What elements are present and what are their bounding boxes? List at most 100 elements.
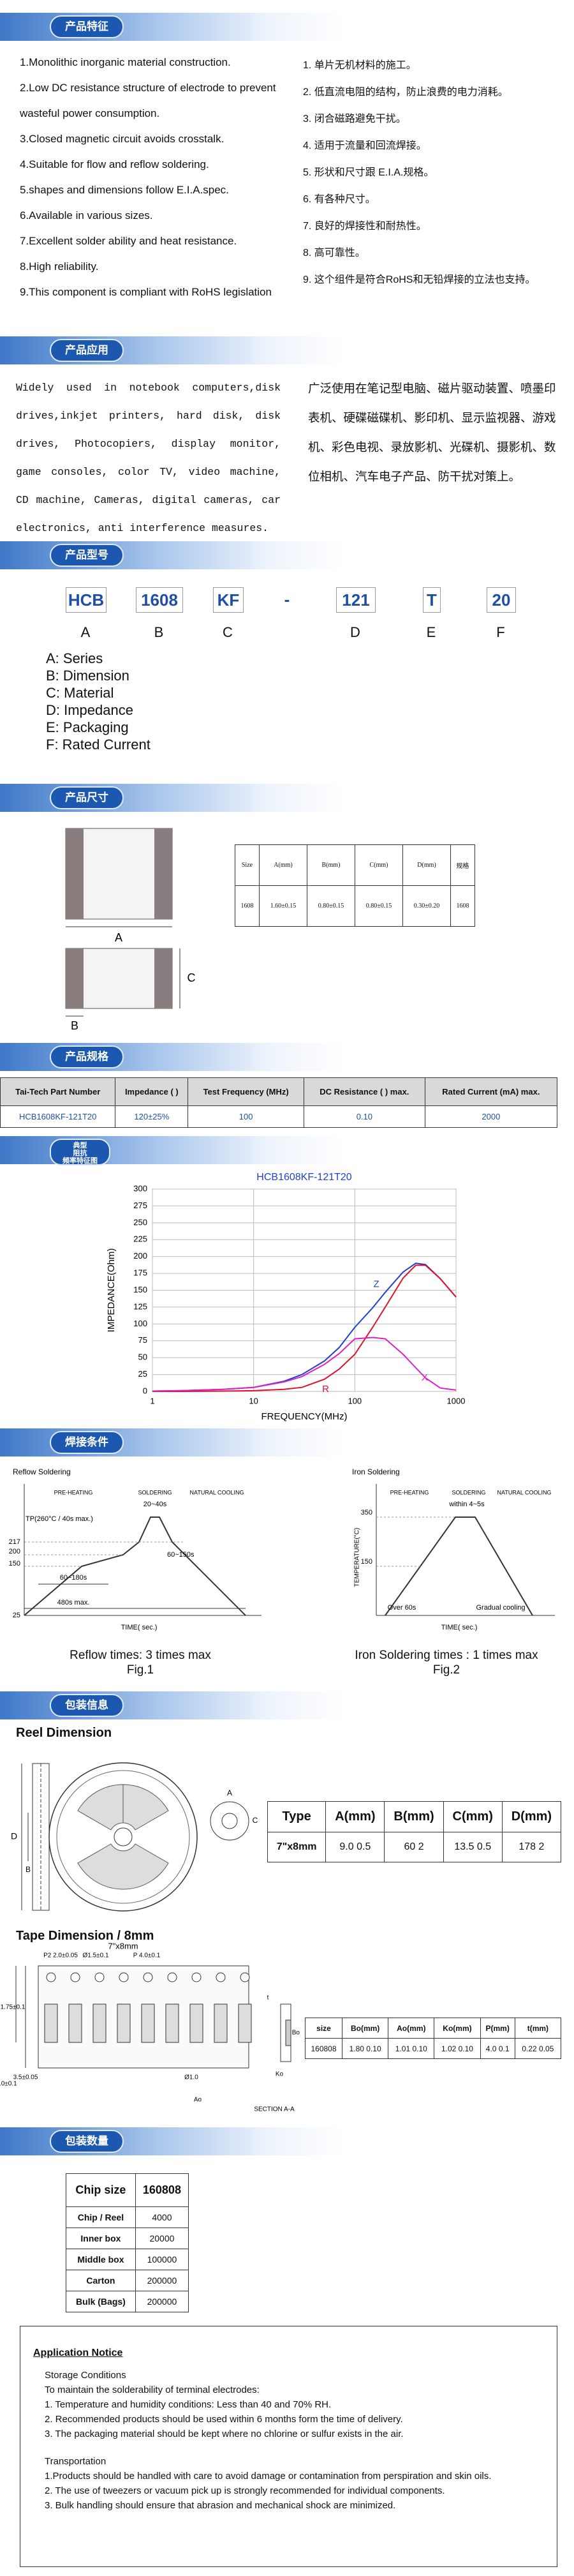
series-label: R xyxy=(322,1384,329,1395)
header-cell: A(mm) xyxy=(325,1801,385,1832)
notice-heading: Storage Conditions xyxy=(45,2370,126,2381)
section-tab: 产品应用 xyxy=(50,339,124,362)
tape-drawing: P2 2.0±0.05 Ø1.5±0.1 P 4.0±0.1 1.75±0.1 3.5±… xyxy=(0,1952,300,2113)
dimension-label: C xyxy=(188,971,196,984)
table-row: Middle box 100000 xyxy=(66,2249,189,2270)
model-part: 121 xyxy=(336,587,376,613)
header-cell: Ko(mm) xyxy=(434,2018,481,2039)
x-axis-label: FREQUENCY(MHz) xyxy=(261,1411,348,1422)
model-letter: D xyxy=(350,624,360,640)
reel-window xyxy=(77,1784,124,1831)
legend-item: D: Impedance xyxy=(46,702,133,718)
section-tab: 焊接条件 xyxy=(50,1431,124,1454)
tab-line: 典型 xyxy=(73,1142,87,1149)
table-cell: 178 2 xyxy=(501,1832,562,1862)
y-tick-label: 200 xyxy=(133,1251,147,1261)
reel-label: C xyxy=(253,1816,258,1825)
dimension-label: A xyxy=(115,931,122,944)
model-part: 20 xyxy=(487,587,516,613)
feature-item: 5. 形状和尺寸跟 E.I.A.规格。 xyxy=(303,167,434,178)
pocket xyxy=(214,2003,228,2043)
temp-label: 150 xyxy=(9,1560,20,1568)
feature-item: 6. 有各种尺寸。 xyxy=(303,194,376,205)
y-tick-label: 75 xyxy=(138,1335,147,1345)
x-axis-label: TIME( sec.) xyxy=(121,1624,158,1631)
tape-label: t xyxy=(267,1995,269,2002)
legend-item: B: Dimension xyxy=(46,668,129,684)
model-part: HCB xyxy=(66,587,107,613)
section-banner: 包装信息 xyxy=(0,1691,561,1719)
table-cell: 1.80 0.10 xyxy=(342,2038,389,2059)
table-cell: 4.0 0.1 xyxy=(480,2038,515,2059)
pocket xyxy=(68,2003,82,2043)
table-row: 7"x8mm 9.0 0.5 60 2 13.5 0.5 178 2 xyxy=(267,1832,562,1862)
diagram-title: Reflow Soldering xyxy=(13,1467,71,1476)
model-letter: E xyxy=(426,624,436,640)
profile-line xyxy=(24,1516,246,1616)
section-tab: 产品尺寸 xyxy=(50,786,124,809)
phase-label: SOLDERING xyxy=(138,1489,172,1495)
reel-window xyxy=(77,1843,169,1890)
reel-label: A xyxy=(227,1788,232,1797)
hub-hole xyxy=(221,1813,238,1829)
storage-block: Storage Conditions To maintain the solde… xyxy=(33,2368,544,2441)
application-en: Widely used in notebook computers,disk d… xyxy=(16,382,281,534)
table-cell: Bulk (Bags) xyxy=(66,2291,136,2312)
header-cell: B(mm) xyxy=(384,1801,444,1832)
model-letter: F xyxy=(496,624,505,640)
tape-label: 1.75±0.1 xyxy=(1,2004,26,2011)
series-line xyxy=(152,1264,457,1392)
legend-item: F: Rated Current xyxy=(46,737,151,753)
section-banner: 产品应用 xyxy=(0,336,561,364)
section-banner: 包装数量 xyxy=(0,2127,561,2155)
y-tick-label: 100 xyxy=(133,1319,147,1328)
tab-line: 频率特征图 xyxy=(63,1157,98,1165)
header-cell: Size xyxy=(235,844,260,886)
feature-list-cn: 1. 单片无机材料的施工。 2. 低直流电阻的结构，防止浪费的电力消耗。 3. 闭合… xyxy=(303,52,571,294)
model-part: 1608 xyxy=(136,587,183,613)
feature-item: 8. 高可靠性。 xyxy=(303,248,365,258)
feature-item: 9.This component is compliant with RoHS … xyxy=(20,286,272,298)
table-row: Chip / Reel 4000 xyxy=(66,2206,189,2228)
pocket xyxy=(238,2003,252,2043)
y-tick-label: 175 xyxy=(133,1268,147,1278)
section-tab: 典型 阻抗 频率特征图 xyxy=(50,1139,110,1165)
feature-item: 6.Available in various sizes. xyxy=(20,209,153,221)
table-cell: 100000 xyxy=(135,2249,189,2270)
reel-type: 7"x8mm xyxy=(108,1941,138,1951)
header-cell: P(mm) xyxy=(480,2018,515,2039)
x-axis-label: TIME( sec.) xyxy=(441,1624,478,1631)
pocket xyxy=(141,2003,155,2043)
temp-label: 200 xyxy=(9,1548,20,1555)
header-cell: Chip size xyxy=(66,2173,136,2207)
notice-box: Application Notice Storage Conditions To… xyxy=(20,2326,557,2567)
notice-item: 2. The use of tweezers or vacuum pick up… xyxy=(45,2485,445,2496)
soak-time: 60~150s xyxy=(167,1551,195,1559)
table-cell: 1.01 0.10 xyxy=(388,2038,435,2059)
x-tick-label: 1000 xyxy=(447,1396,466,1405)
phase-label: NATURAL COOLING xyxy=(189,1489,244,1495)
section-banner: 产品规格 xyxy=(0,1043,561,1071)
feature-item: 4.Suitable for flow and reflow soldering… xyxy=(20,158,209,170)
table-cell: 0.10 xyxy=(303,1105,425,1128)
feature-list-en: 1.Monolithic inorganic material construc… xyxy=(20,50,288,305)
feature-item: 2.Low DC resistance structure of electro… xyxy=(20,82,276,119)
table-cell: 1.60±0.15 xyxy=(258,885,307,927)
model-part: KF xyxy=(213,587,244,613)
spec-table: Tai-Tech Part Number Impedance ( ) Test Fr… xyxy=(0,1077,558,1128)
x-tick-label: 100 xyxy=(348,1396,362,1405)
table-cell: 60 2 xyxy=(384,1832,444,1862)
table-cell: 200000 xyxy=(135,2270,189,2291)
header-cell: D(mm) xyxy=(501,1801,562,1832)
peak-time: 20~40s xyxy=(144,1501,167,1508)
notice-item: 3. Bulk handling should ensure that abra… xyxy=(45,2500,396,2511)
table-cell: 1608 xyxy=(235,885,260,927)
feature-item: 8.High reliability. xyxy=(20,260,99,273)
sprocket-hole xyxy=(46,1972,56,1982)
feature-item: 4. 适用于流量和回流焊接。 xyxy=(303,140,427,151)
header-cell: Ao(mm) xyxy=(388,2018,435,2039)
header-cell: Tai-Tech Part Number xyxy=(0,1077,116,1106)
section-banner: 焊接条件 xyxy=(0,1428,561,1456)
feature-item: 7. 良好的焊接性和耐热性。 xyxy=(303,221,427,232)
